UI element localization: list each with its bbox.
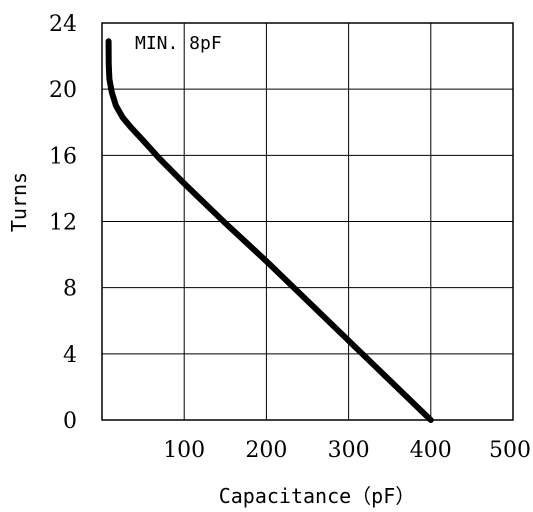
annotation-min-capacitance: MIN. 8pF	[135, 33, 222, 54]
y-tick-label: 8	[63, 277, 77, 302]
plot-border	[101, 22, 514, 421]
x-tick-labels: 100 200 300 400 500	[163, 438, 531, 463]
y-tick-label: 20	[49, 78, 77, 103]
series-line	[105, 38, 434, 423]
y-tick-label: 4	[63, 343, 77, 368]
x-tick-label: 100	[163, 438, 205, 463]
x-tick-label: 400	[410, 438, 452, 463]
series-group	[105, 38, 434, 423]
y-tick-label: 24	[49, 12, 77, 37]
y-tick-labels: 0 4 8 12 16 20 24	[49, 12, 77, 434]
grid	[102, 23, 513, 420]
x-axis-label: Capacitance（pF）	[219, 484, 416, 508]
y-tick-label: 0	[63, 409, 77, 434]
y-axis-label: Turns	[7, 172, 31, 232]
y-tick-label: 16	[49, 144, 77, 169]
x-tick-label: 200	[245, 438, 287, 463]
y-tick-label: 12	[49, 211, 77, 236]
x-tick-label: 300	[328, 438, 370, 463]
x-tick-label: 500	[489, 438, 531, 463]
